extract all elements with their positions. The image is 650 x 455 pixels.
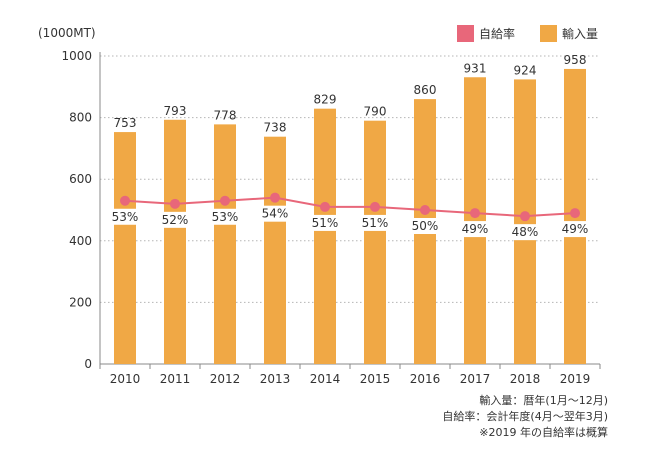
self-sufficiency-line xyxy=(120,192,580,222)
percent-label: 54% xyxy=(262,207,289,221)
bar xyxy=(264,136,286,364)
line-point xyxy=(320,201,330,212)
percent-label: 48% xyxy=(512,225,539,239)
bar-value-label: 829 xyxy=(314,93,337,107)
y-unit-label: (1000MT) xyxy=(38,26,96,40)
line-point xyxy=(420,205,430,215)
percent-label: 49% xyxy=(562,222,589,236)
percent-label-bg xyxy=(309,214,341,231)
percent-label: 49% xyxy=(462,222,489,236)
x-tick-label: 2014 xyxy=(310,372,341,386)
legend: 自給率 輸入量 xyxy=(457,25,598,42)
y-tick-label: 0 xyxy=(84,357,92,371)
percent-label: 51% xyxy=(362,216,389,230)
legend-label: 自給率 xyxy=(479,26,515,41)
bar-value-label: 924 xyxy=(514,63,537,77)
x-tick-label: 2010 xyxy=(110,372,141,386)
line-point xyxy=(470,208,480,219)
x-tick-label: 2017 xyxy=(460,372,491,386)
percent-label-bg xyxy=(259,205,291,222)
bar-value-label: 931 xyxy=(464,61,487,75)
bars xyxy=(114,68,586,365)
x-tick-label: 2015 xyxy=(360,372,391,386)
bar-value-label: 860 xyxy=(414,83,437,97)
y-tick-label: 600 xyxy=(69,172,92,186)
bar-value-label: 778 xyxy=(214,108,237,122)
percent-label: 52% xyxy=(162,213,189,227)
bar-value-label: 790 xyxy=(364,105,387,119)
percent-label-bg xyxy=(459,221,491,238)
bar-value-label: 958 xyxy=(564,53,587,67)
bar xyxy=(114,132,136,364)
percent-label-bg xyxy=(209,208,241,225)
x-tick-label: 2011 xyxy=(160,372,191,386)
legend-swatch xyxy=(457,25,474,42)
bar xyxy=(514,79,536,365)
percent-label-bg xyxy=(359,214,391,231)
x-tick-label: 2013 xyxy=(260,372,291,386)
y-tick-label: 400 xyxy=(69,234,92,248)
bar-value-label: 793 xyxy=(164,104,187,118)
line-point xyxy=(270,192,280,203)
line-point xyxy=(520,211,530,222)
percent-label-bg xyxy=(159,211,191,228)
percent-label-bg xyxy=(409,218,441,234)
percent-label: 53% xyxy=(212,210,239,224)
legend-swatch xyxy=(540,25,557,42)
y-tick-label: 800 xyxy=(69,111,92,125)
bar xyxy=(164,119,186,364)
percent-label-bg xyxy=(509,224,541,241)
note-self-sufficiency: 自給率：会計年度(4月〜翌年3月) xyxy=(442,410,608,423)
y-axis: 0 200 400 600 800 1000 xyxy=(61,49,101,371)
data-labels: 753 793 778 738 829 790 860 931 924 958 53% 52% 53% 5… xyxy=(109,53,591,241)
y-tick-label: 200 xyxy=(69,295,92,309)
bar xyxy=(464,77,486,364)
bar xyxy=(314,108,336,364)
percent-label-bg xyxy=(109,208,141,225)
line-point xyxy=(220,195,230,206)
line-path xyxy=(124,196,576,218)
percent-label: 53% xyxy=(112,210,139,224)
bar-value-label: 738 xyxy=(264,121,287,135)
legend-label: 輸入量 xyxy=(562,26,598,41)
bar xyxy=(364,120,386,365)
note-import: 輸入量：暦年(1月〜12月) xyxy=(479,394,608,407)
line-point xyxy=(120,195,130,206)
line-point xyxy=(570,208,580,219)
note-estimate: ※2019 年の自給率は概算 xyxy=(479,426,608,439)
bar-value-label: 753 xyxy=(114,116,137,130)
line-point xyxy=(170,198,180,209)
y-tick-label: 1000 xyxy=(61,49,92,63)
x-tick-label: 2012 xyxy=(210,372,241,386)
line-point xyxy=(370,201,380,212)
percent-label: 50% xyxy=(412,219,439,233)
percent-label-bg xyxy=(559,221,591,238)
x-tick-label: 2019 xyxy=(560,372,591,386)
x-tick-label: 2018 xyxy=(510,372,541,386)
bar xyxy=(214,124,236,364)
percent-label: 51% xyxy=(312,216,339,230)
x-tick-label: 2016 xyxy=(410,372,441,386)
x-axis: 2010 2011 2012 2013 2014 2015 2016 2017 2018 2019 xyxy=(99,363,601,386)
